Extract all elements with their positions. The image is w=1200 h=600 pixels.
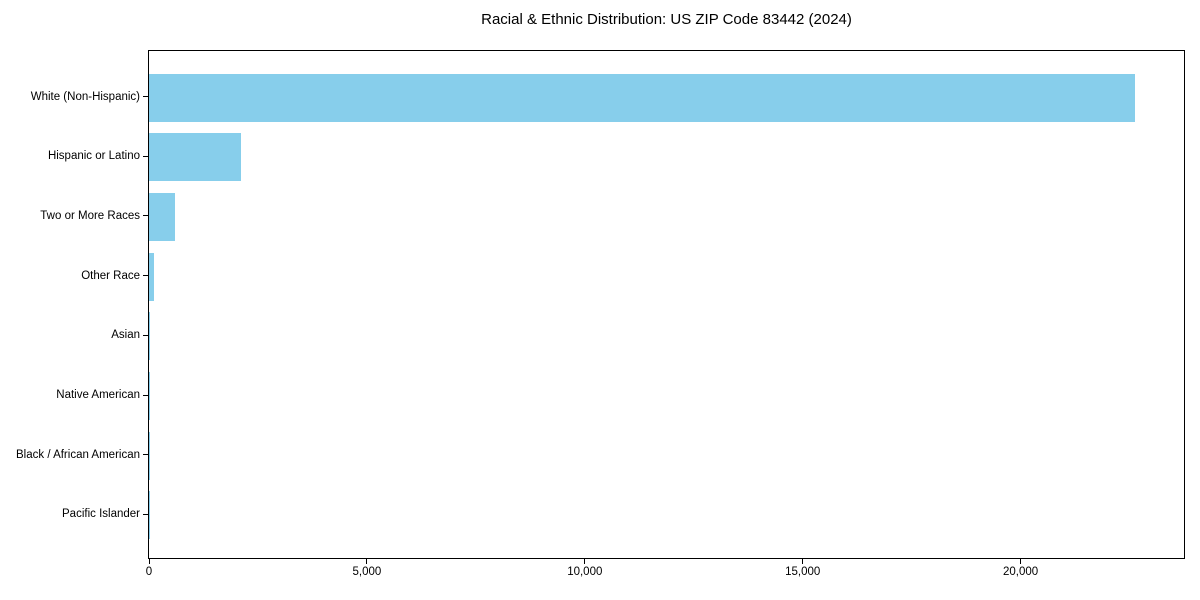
y-tick-mark xyxy=(143,454,148,456)
x-tick-mark xyxy=(584,559,586,564)
chart-title: Racial & Ethnic Distribution: US ZIP Cod… xyxy=(481,11,852,28)
bar xyxy=(149,312,151,361)
y-tick-mark xyxy=(143,275,148,277)
y-tick-mark xyxy=(143,96,148,97)
x-tick-label: 20,000 xyxy=(1002,566,1039,578)
y-tick-label: Black / African American xyxy=(16,448,140,461)
y-tick-label: Other Race xyxy=(81,269,140,282)
x-tick-mark xyxy=(148,559,150,564)
y-tick-mark xyxy=(143,513,148,515)
y-tick-label: White (Non-Hispanic) xyxy=(30,90,140,103)
y-tick-label: Two or More Races xyxy=(40,209,140,222)
y-tick-label: Hispanic or Latino xyxy=(47,150,140,163)
bar xyxy=(149,372,151,420)
y-tick-label: Asian xyxy=(111,329,140,342)
y-tick-label: Pacific Islander xyxy=(62,508,140,521)
x-tick-label: 15,000 xyxy=(785,566,821,578)
bar xyxy=(149,133,241,182)
plot-area xyxy=(148,50,1185,559)
x-tick-mark xyxy=(1020,559,1022,564)
x-tick-label: 0 xyxy=(145,566,153,578)
y-tick-mark xyxy=(143,394,148,396)
bar xyxy=(149,192,176,241)
y-tick-mark xyxy=(143,155,148,157)
x-tick-mark xyxy=(802,559,804,564)
x-tick-label: 10,000 xyxy=(567,566,603,578)
y-tick-mark xyxy=(143,334,148,336)
x-tick-label: 5,000 xyxy=(352,566,382,578)
x-tick-mark xyxy=(366,559,368,564)
y-tick-mark xyxy=(143,215,148,217)
y-tick-label: Native American xyxy=(56,389,140,401)
bar xyxy=(149,252,155,301)
bar xyxy=(149,73,1135,122)
